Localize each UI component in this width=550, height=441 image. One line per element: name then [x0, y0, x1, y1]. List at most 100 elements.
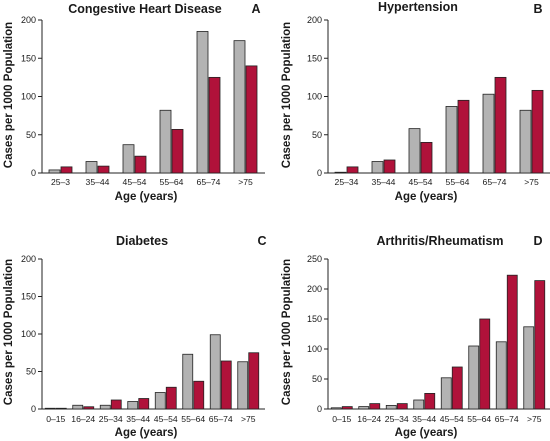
y-tick-label: 150 [21, 53, 36, 63]
y-tick-label: 50 [26, 130, 36, 140]
bar-red [248, 352, 260, 410]
y-tick-label: 50 [312, 374, 322, 384]
x-category-label: 45–54 [123, 177, 147, 187]
panel-title: Hypertension [378, 0, 458, 14]
y-tick-label: 50 [312, 130, 322, 140]
x-category-label: 25–34 [385, 414, 409, 424]
bar-red [494, 76, 507, 174]
x-category-label: 45–54 [440, 414, 464, 424]
x-category-label: 65–74 [483, 177, 507, 187]
bar-red [220, 360, 232, 410]
bar-grey [127, 401, 139, 410]
bar-red [110, 399, 122, 410]
bar-grey [330, 407, 342, 410]
bar-grey [48, 169, 61, 174]
x-category-label: 35–44 [372, 177, 396, 187]
y-tick-label: 150 [21, 292, 36, 302]
x-category-label: 55–64 [181, 414, 205, 424]
y-axis-label: Cases per 1000 Population [281, 259, 293, 405]
y-tick-label: 100 [307, 92, 322, 102]
bar-red [55, 407, 67, 410]
bar-grey [519, 109, 532, 174]
y-tick-label: 200 [307, 284, 322, 294]
bar-red [165, 386, 177, 410]
y-axis-label: Cases per 1000 Population [3, 259, 15, 405]
y-tick-label: 100 [307, 344, 322, 354]
x-category-label: 16–24 [71, 414, 95, 424]
x-axis-label: Age (years) [395, 191, 458, 203]
bar-red [134, 155, 147, 174]
x-category-label: 65–74 [209, 414, 233, 424]
bar-grey [159, 109, 172, 174]
x-category-label: 25–3 [51, 177, 70, 187]
bar-red [424, 392, 436, 410]
bar-grey [72, 404, 84, 410]
bar-red [383, 159, 396, 174]
bar-grey [408, 128, 421, 174]
panel-letter: B [533, 2, 542, 16]
bar-red [531, 89, 544, 174]
bar-red [60, 166, 73, 174]
x-category-label: 35–44 [412, 414, 436, 424]
bar-grey [233, 40, 246, 174]
y-axis-label: Cases per 1000 Population [281, 22, 293, 168]
y-tick-label: 250 [307, 254, 322, 264]
bar-red [245, 65, 258, 174]
x-category-label: 25–34 [99, 414, 123, 424]
y-tick-label: 150 [307, 53, 322, 63]
bar-grey [182, 353, 194, 410]
x-axis-label: Age (years) [115, 427, 178, 439]
bar-grey [482, 93, 495, 174]
bar-grey [445, 106, 458, 174]
x-category-label: >75 [238, 177, 253, 187]
panel-letter: A [251, 2, 260, 16]
bar-red [506, 274, 518, 410]
x-category-label: 65–74 [197, 177, 221, 187]
x-category-label: 45–54 [154, 414, 178, 424]
bar-grey [196, 31, 209, 174]
x-category-label: 16–24 [357, 414, 381, 424]
panel-congestive-heart-disease: Congestive Heart Disease A Cases per 100… [3, 2, 265, 203]
panel-hypertension: Hypertension B Cases per 1000 Population… [281, 0, 550, 203]
x-axis-label: Age (years) [115, 191, 178, 203]
y-tick-label: 0 [31, 404, 36, 414]
bar-grey [44, 407, 56, 410]
y-tick-label: 0 [317, 168, 322, 178]
x-category-label: >75 [524, 177, 539, 187]
bar-red [83, 406, 95, 410]
panel-title: Arthritis/Rheumatism [376, 234, 503, 248]
x-category-label: 0–15 [46, 414, 65, 424]
y-tick-label: 0 [317, 404, 322, 414]
y-tick-label: 0 [31, 168, 36, 178]
bar-red [138, 398, 150, 410]
bar-grey [99, 404, 111, 410]
y-tick-label: 200 [21, 15, 36, 25]
y-tick-label: 200 [21, 254, 36, 264]
y-tick-label: 150 [307, 314, 322, 324]
y-tick-label: 200 [307, 15, 322, 25]
panel-title: Diabetes [116, 234, 168, 248]
bar-grey [334, 171, 347, 174]
bar-red [346, 166, 359, 174]
bar-red [457, 99, 470, 174]
bar-red [193, 380, 205, 410]
bar-red [479, 318, 491, 410]
bar-grey [209, 334, 221, 410]
bar-red [208, 76, 221, 174]
x-category-label: 35–44 [86, 177, 110, 187]
y-tick-label: 100 [21, 92, 36, 102]
x-category-label: 65–74 [495, 414, 519, 424]
bar-grey [237, 361, 249, 410]
x-category-label: >75 [527, 414, 542, 424]
bar-grey [413, 399, 425, 410]
bar-red [420, 141, 433, 174]
bar-red [451, 366, 463, 410]
bar-grey [385, 404, 397, 410]
bar-grey [154, 392, 166, 410]
bar-grey [122, 144, 135, 174]
x-category-label: 55–64 [467, 414, 491, 424]
x-category-label: 55–64 [160, 177, 184, 187]
x-category-label: 25–34 [335, 177, 359, 187]
bar-red [341, 406, 353, 410]
